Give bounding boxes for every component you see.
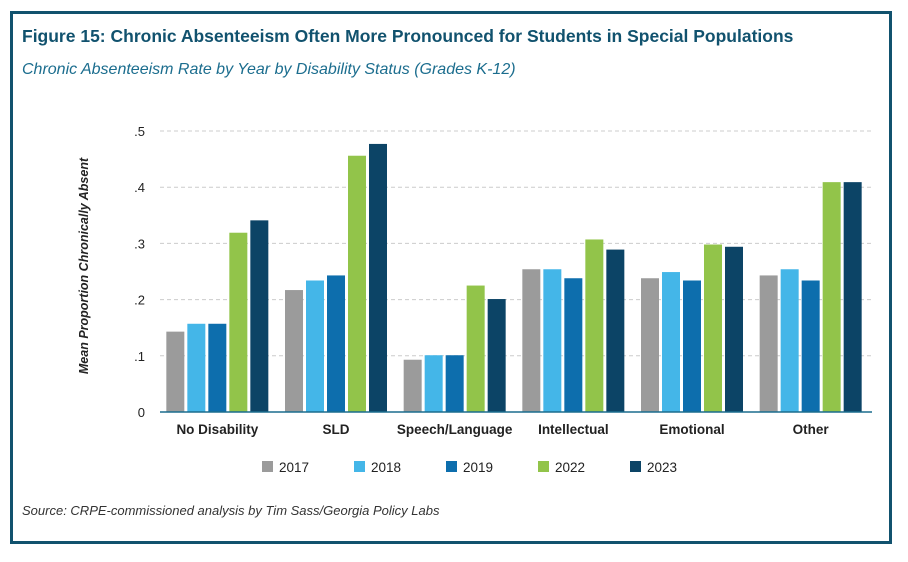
legend-label: 2019 — [463, 460, 493, 475]
x-category-label: Intellectual — [538, 422, 609, 437]
bar-2023 — [725, 246, 743, 412]
y-tick-label: .5 — [134, 124, 145, 139]
y-tick-labels: 0 .1 .2 .3 .4 .5 — [134, 124, 145, 420]
bar-2023 — [250, 220, 269, 412]
bar-2023 — [606, 249, 625, 412]
bar-2022 — [348, 155, 366, 412]
y-axis-label: Mean Proportion Chronically Absent — [77, 157, 91, 374]
bar-2017 — [403, 359, 422, 412]
y-tick-label: .2 — [134, 293, 145, 308]
bar-2018 — [543, 269, 562, 412]
legend-swatch — [630, 461, 641, 472]
bar-2018 — [187, 323, 206, 412]
x-category-labels: No Disability SLD Speech/Language Intellect… — [176, 422, 829, 437]
bar-2019 — [327, 275, 345, 412]
y-tick-label: .3 — [134, 236, 145, 251]
y-tick-label: .4 — [134, 180, 145, 195]
bar-2022 — [585, 239, 604, 412]
bar-2019 — [445, 355, 464, 412]
bar-2017 — [522, 269, 541, 412]
bar-2018 — [662, 272, 680, 412]
bar-2019 — [683, 280, 701, 412]
bar-2022 — [466, 285, 485, 412]
figure-frame — [10, 11, 892, 544]
bar-2019 — [564, 278, 583, 412]
bars — [166, 143, 862, 412]
x-category-label: SLD — [323, 422, 350, 437]
y-tick-label: 0 — [138, 405, 145, 420]
bar-2023 — [369, 143, 387, 412]
legend-swatch — [446, 461, 457, 472]
legend-label: 2017 — [279, 460, 309, 475]
bar-2017 — [166, 331, 185, 412]
legend-swatch — [262, 461, 273, 472]
bar-2023 — [487, 299, 506, 412]
bar-2022 — [822, 182, 841, 412]
x-category-label: Speech/Language — [397, 422, 513, 437]
bar-2018 — [424, 355, 443, 412]
legend-label: 2018 — [371, 460, 401, 475]
y-tick-label: .1 — [134, 349, 145, 364]
bar-2022 — [229, 232, 248, 412]
bar-2017 — [759, 275, 778, 412]
bar-2017 — [641, 278, 659, 412]
legend-swatch — [354, 461, 365, 472]
x-category-label: Other — [793, 422, 830, 437]
bar-2019 — [208, 323, 227, 412]
bar-2017 — [285, 290, 303, 412]
legend-swatch — [538, 461, 549, 472]
source-note: Source: CRPE-commissioned analysis by Ti… — [22, 503, 440, 518]
bar-2019 — [801, 280, 820, 412]
bar-2023 — [843, 182, 862, 412]
figure-subtitle: Chronic Absenteeism Rate by Year by Disa… — [22, 61, 516, 78]
legend-label: 2023 — [647, 460, 677, 475]
figure-title: Figure 15: Chronic Absenteeism Often Mor… — [22, 26, 794, 46]
legend-label: 2022 — [555, 460, 585, 475]
x-category-label: Emotional — [659, 422, 724, 437]
bar-2018 — [306, 280, 324, 412]
bar-2022 — [704, 244, 722, 412]
x-category-label: No Disability — [176, 422, 258, 437]
bar-2018 — [780, 269, 799, 412]
legend: 2017 2018 2019 2022 2023 — [262, 460, 677, 475]
